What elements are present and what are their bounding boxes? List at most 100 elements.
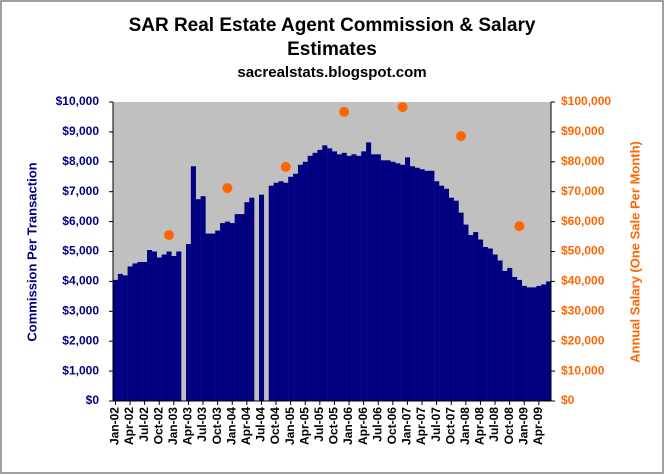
salary-point <box>455 131 466 142</box>
bar <box>151 251 157 401</box>
bar <box>273 182 279 401</box>
y2-tick-label: $70,000 <box>561 184 605 198</box>
bar <box>147 250 153 401</box>
x-tick-label: Oct-05 <box>327 407 341 445</box>
bar <box>409 166 415 401</box>
bar <box>332 151 338 401</box>
bar <box>283 182 289 401</box>
x-tick-label: Jan-02 <box>108 407 122 445</box>
x-tick-label: Jul-03 <box>195 407 209 442</box>
bar <box>429 170 435 401</box>
salary-point <box>514 221 525 232</box>
bar <box>239 214 245 401</box>
bar <box>434 181 440 401</box>
salary-point <box>339 106 350 117</box>
bar <box>366 142 372 402</box>
bar <box>448 197 454 401</box>
bar <box>215 230 221 401</box>
y-tick-label: $7,000 <box>62 184 99 198</box>
x-tick-label: Jul-06 <box>370 407 384 442</box>
y-axis-title: Commission Per Transaction <box>24 162 39 341</box>
salary-point <box>222 183 233 194</box>
bar <box>521 285 527 401</box>
y-tick-label: $10,000 <box>56 94 100 108</box>
x-tick-label: Apr-07 <box>414 407 428 445</box>
x-tick-label: Apr-09 <box>531 407 545 445</box>
x-tick-label: Oct-06 <box>385 407 399 445</box>
y2-tick-label: $100,000 <box>561 94 611 108</box>
bar <box>176 251 182 401</box>
bar <box>317 149 323 401</box>
bar <box>536 285 542 401</box>
bar <box>531 287 537 401</box>
x-tick-label: Jan-07 <box>400 407 414 445</box>
bar <box>200 196 206 401</box>
y-tick-label: $4,000 <box>62 274 99 288</box>
salary-point <box>397 102 408 113</box>
x-tick-label: Apr-04 <box>239 407 253 445</box>
bar <box>312 152 318 401</box>
bar <box>322 145 328 401</box>
y2-tick-label: $40,000 <box>561 274 605 288</box>
y-tick-label: $1,000 <box>62 363 99 377</box>
bar <box>468 235 474 401</box>
y-tick-label: $6,000 <box>62 214 99 228</box>
x-tick-label: Apr-08 <box>473 407 487 445</box>
bar <box>327 148 333 401</box>
bar <box>127 266 133 401</box>
x-tick-label: Jan-05 <box>283 407 297 445</box>
bar <box>186 244 192 401</box>
bar <box>541 284 547 401</box>
bar <box>424 170 430 401</box>
bar <box>487 248 493 401</box>
bar <box>361 151 367 401</box>
y-tick-label: $9,000 <box>62 124 99 138</box>
x-tick-label: Apr-05 <box>297 407 311 445</box>
bar <box>473 232 479 401</box>
x-tick-label: Oct-03 <box>210 407 224 445</box>
bar <box>482 247 488 401</box>
x-tick-label: Jan-04 <box>224 407 238 445</box>
bar <box>346 155 352 401</box>
bar <box>220 223 226 401</box>
bar <box>497 260 503 401</box>
bar <box>117 273 123 401</box>
x-tick-label: Jan-03 <box>166 407 180 445</box>
bar <box>414 167 420 401</box>
x-tick-label: Jan-09 <box>516 407 530 445</box>
x-tick-label: Jul-02 <box>137 407 151 442</box>
x-tick-label: Jul-07 <box>429 407 443 442</box>
x-tick-label: Jul-08 <box>487 407 501 442</box>
y2-tick-label: $60,000 <box>561 214 605 228</box>
bar <box>166 251 172 401</box>
x-tick-label: Apr-03 <box>181 407 195 445</box>
bar <box>463 224 469 401</box>
bar <box>156 257 162 401</box>
bar <box>341 152 347 401</box>
y-tick-label: $5,000 <box>62 244 99 258</box>
bar <box>400 164 406 401</box>
bar <box>113 279 119 401</box>
bar <box>453 200 459 401</box>
bar <box>307 155 313 401</box>
bar <box>356 155 362 401</box>
x-tick-label: Oct-02 <box>151 407 165 445</box>
bar <box>288 176 294 401</box>
bar <box>195 199 201 401</box>
bar <box>419 169 425 401</box>
y-tick-label: $2,000 <box>62 333 99 347</box>
bar <box>224 221 230 401</box>
bar <box>385 160 391 401</box>
y2-tick-label: $10,000 <box>561 363 605 377</box>
bar <box>161 254 167 401</box>
bar <box>405 157 411 401</box>
y2-tick-label: $0 <box>561 393 575 407</box>
bar <box>395 163 401 401</box>
bar <box>380 160 386 401</box>
bar <box>132 263 138 401</box>
bar <box>443 188 449 401</box>
y-tick-label: $3,000 <box>62 303 99 317</box>
bar <box>234 214 240 401</box>
y2-tick-label: $80,000 <box>561 154 605 168</box>
bar <box>507 267 513 401</box>
